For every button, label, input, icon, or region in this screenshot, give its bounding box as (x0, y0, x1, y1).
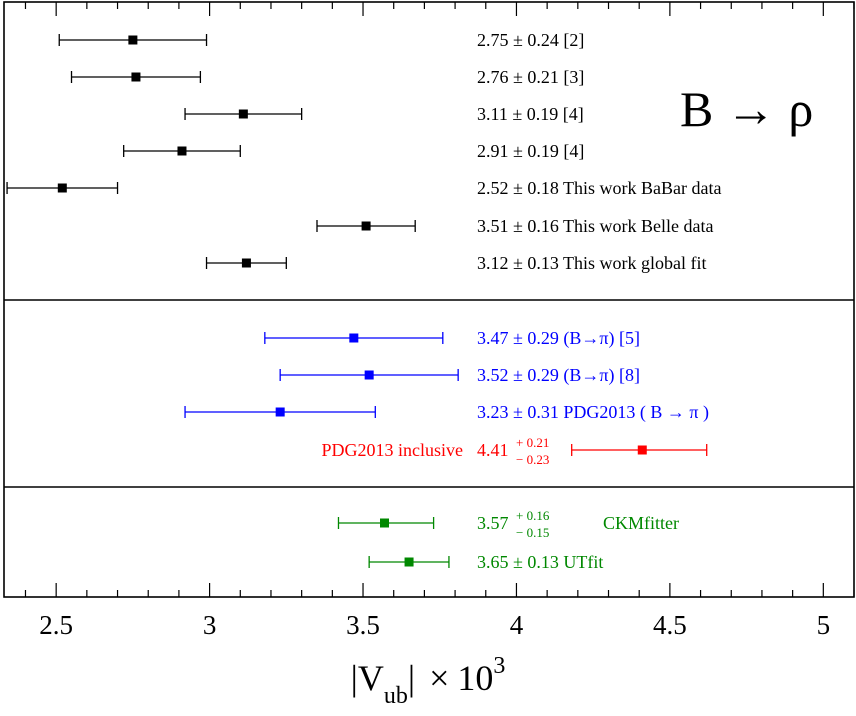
x-axis-title: |Vub| × 103 (351, 653, 506, 709)
x-tick-label: 3 (203, 610, 217, 640)
value-label: 3.51 ± 0.16 This work Belle data (477, 216, 714, 236)
data-point-marker (128, 35, 138, 45)
data-point-marker (349, 333, 359, 343)
value-label: 3.23 ± 0.31 PDG2013 ( B → π ) (477, 402, 709, 423)
data-point-marker (364, 370, 374, 380)
chart-title: B → ρ (680, 81, 813, 137)
x-tick-label: 4.5 (653, 610, 687, 640)
data-row: 3.23 ± 0.31 PDG2013 ( B → π ) (184, 402, 709, 423)
data-row: 2.76 ± 0.21 [3] (70, 67, 584, 87)
value-label: 2.91 ± 0.19 [4] (477, 141, 584, 161)
data-row: PDG2013 inclusive 4.41 + 0.21 − 0.23 (322, 435, 708, 467)
value-label: 2.76 ± 0.21 [3] (477, 67, 584, 87)
data-row: 3.47 ± 0.29 (B→π) [5] (264, 328, 640, 349)
data-point-marker (361, 221, 371, 231)
value-label: 3.12 ± 0.13 This work global fit (477, 253, 707, 273)
value-label: 2.75 ± 0.24 [2] (477, 30, 584, 50)
error-plus-label: + 0.21 (516, 435, 549, 450)
error-plus-label: + 0.16 (516, 508, 550, 523)
data-point-marker (637, 445, 647, 455)
data-point-marker (275, 407, 285, 417)
reference-label: CKMfitter (603, 513, 679, 533)
data-point-marker (57, 183, 67, 193)
data-row: 3.12 ± 0.13 This work global fit (205, 253, 707, 273)
data-point-marker (177, 146, 187, 156)
data-point-marker (404, 557, 414, 567)
value-label: 4.41 (477, 440, 509, 460)
x-tick-label: 5 (817, 610, 831, 640)
data-row: 3.52 ± 0.29 (B→π) [8] (279, 365, 640, 386)
value-label: 3.65 ± 0.13 UTfit (477, 552, 603, 572)
data-row: 3.51 ± 0.16 This work Belle data (316, 216, 714, 236)
data-point-marker (131, 72, 141, 82)
data-point-marker (241, 258, 251, 268)
x-tick-label: 3.5 (346, 610, 380, 640)
error-minus-label: − 0.15 (516, 525, 549, 540)
data-point-marker (238, 109, 248, 119)
error-minus-label: − 0.23 (516, 452, 549, 467)
data-row: 2.52 ± 0.18 This work BaBar data (6, 178, 722, 198)
data-row: 3.11 ± 0.19 [4] (184, 104, 584, 124)
data-row: 3.65 ± 0.13 UTfit (368, 552, 603, 572)
x-tick-label: 2.5 (39, 610, 73, 640)
data-marks: 2.75 ± 0.24 [2] 2.76 ± 0.21 [3] 3.11 ± 0.1… (6, 30, 722, 572)
data-row: 2.91 ± 0.19 [4] (123, 141, 584, 161)
data-point-marker (380, 518, 390, 528)
value-label: 2.52 ± 0.18 This work BaBar data (477, 178, 722, 198)
data-row: 2.75 ± 0.24 [2] (58, 30, 584, 50)
x-axis-ticks: 2.5 3 3.5 4 4.5 5 (24, 2, 855, 640)
value-label: 3.52 ± 0.29 (B→π) [8] (477, 365, 640, 386)
x-tick-label: 4 (510, 610, 524, 640)
value-label: 3.11 ± 0.19 [4] (477, 104, 584, 124)
value-label: 3.57 (477, 513, 509, 533)
row-prefix-label: PDG2013 inclusive (322, 440, 464, 460)
data-row: 3.57 + 0.16 − 0.15 CKMfitter (337, 508, 679, 540)
value-label: 3.47 ± 0.29 (B→π) [5] (477, 328, 640, 349)
